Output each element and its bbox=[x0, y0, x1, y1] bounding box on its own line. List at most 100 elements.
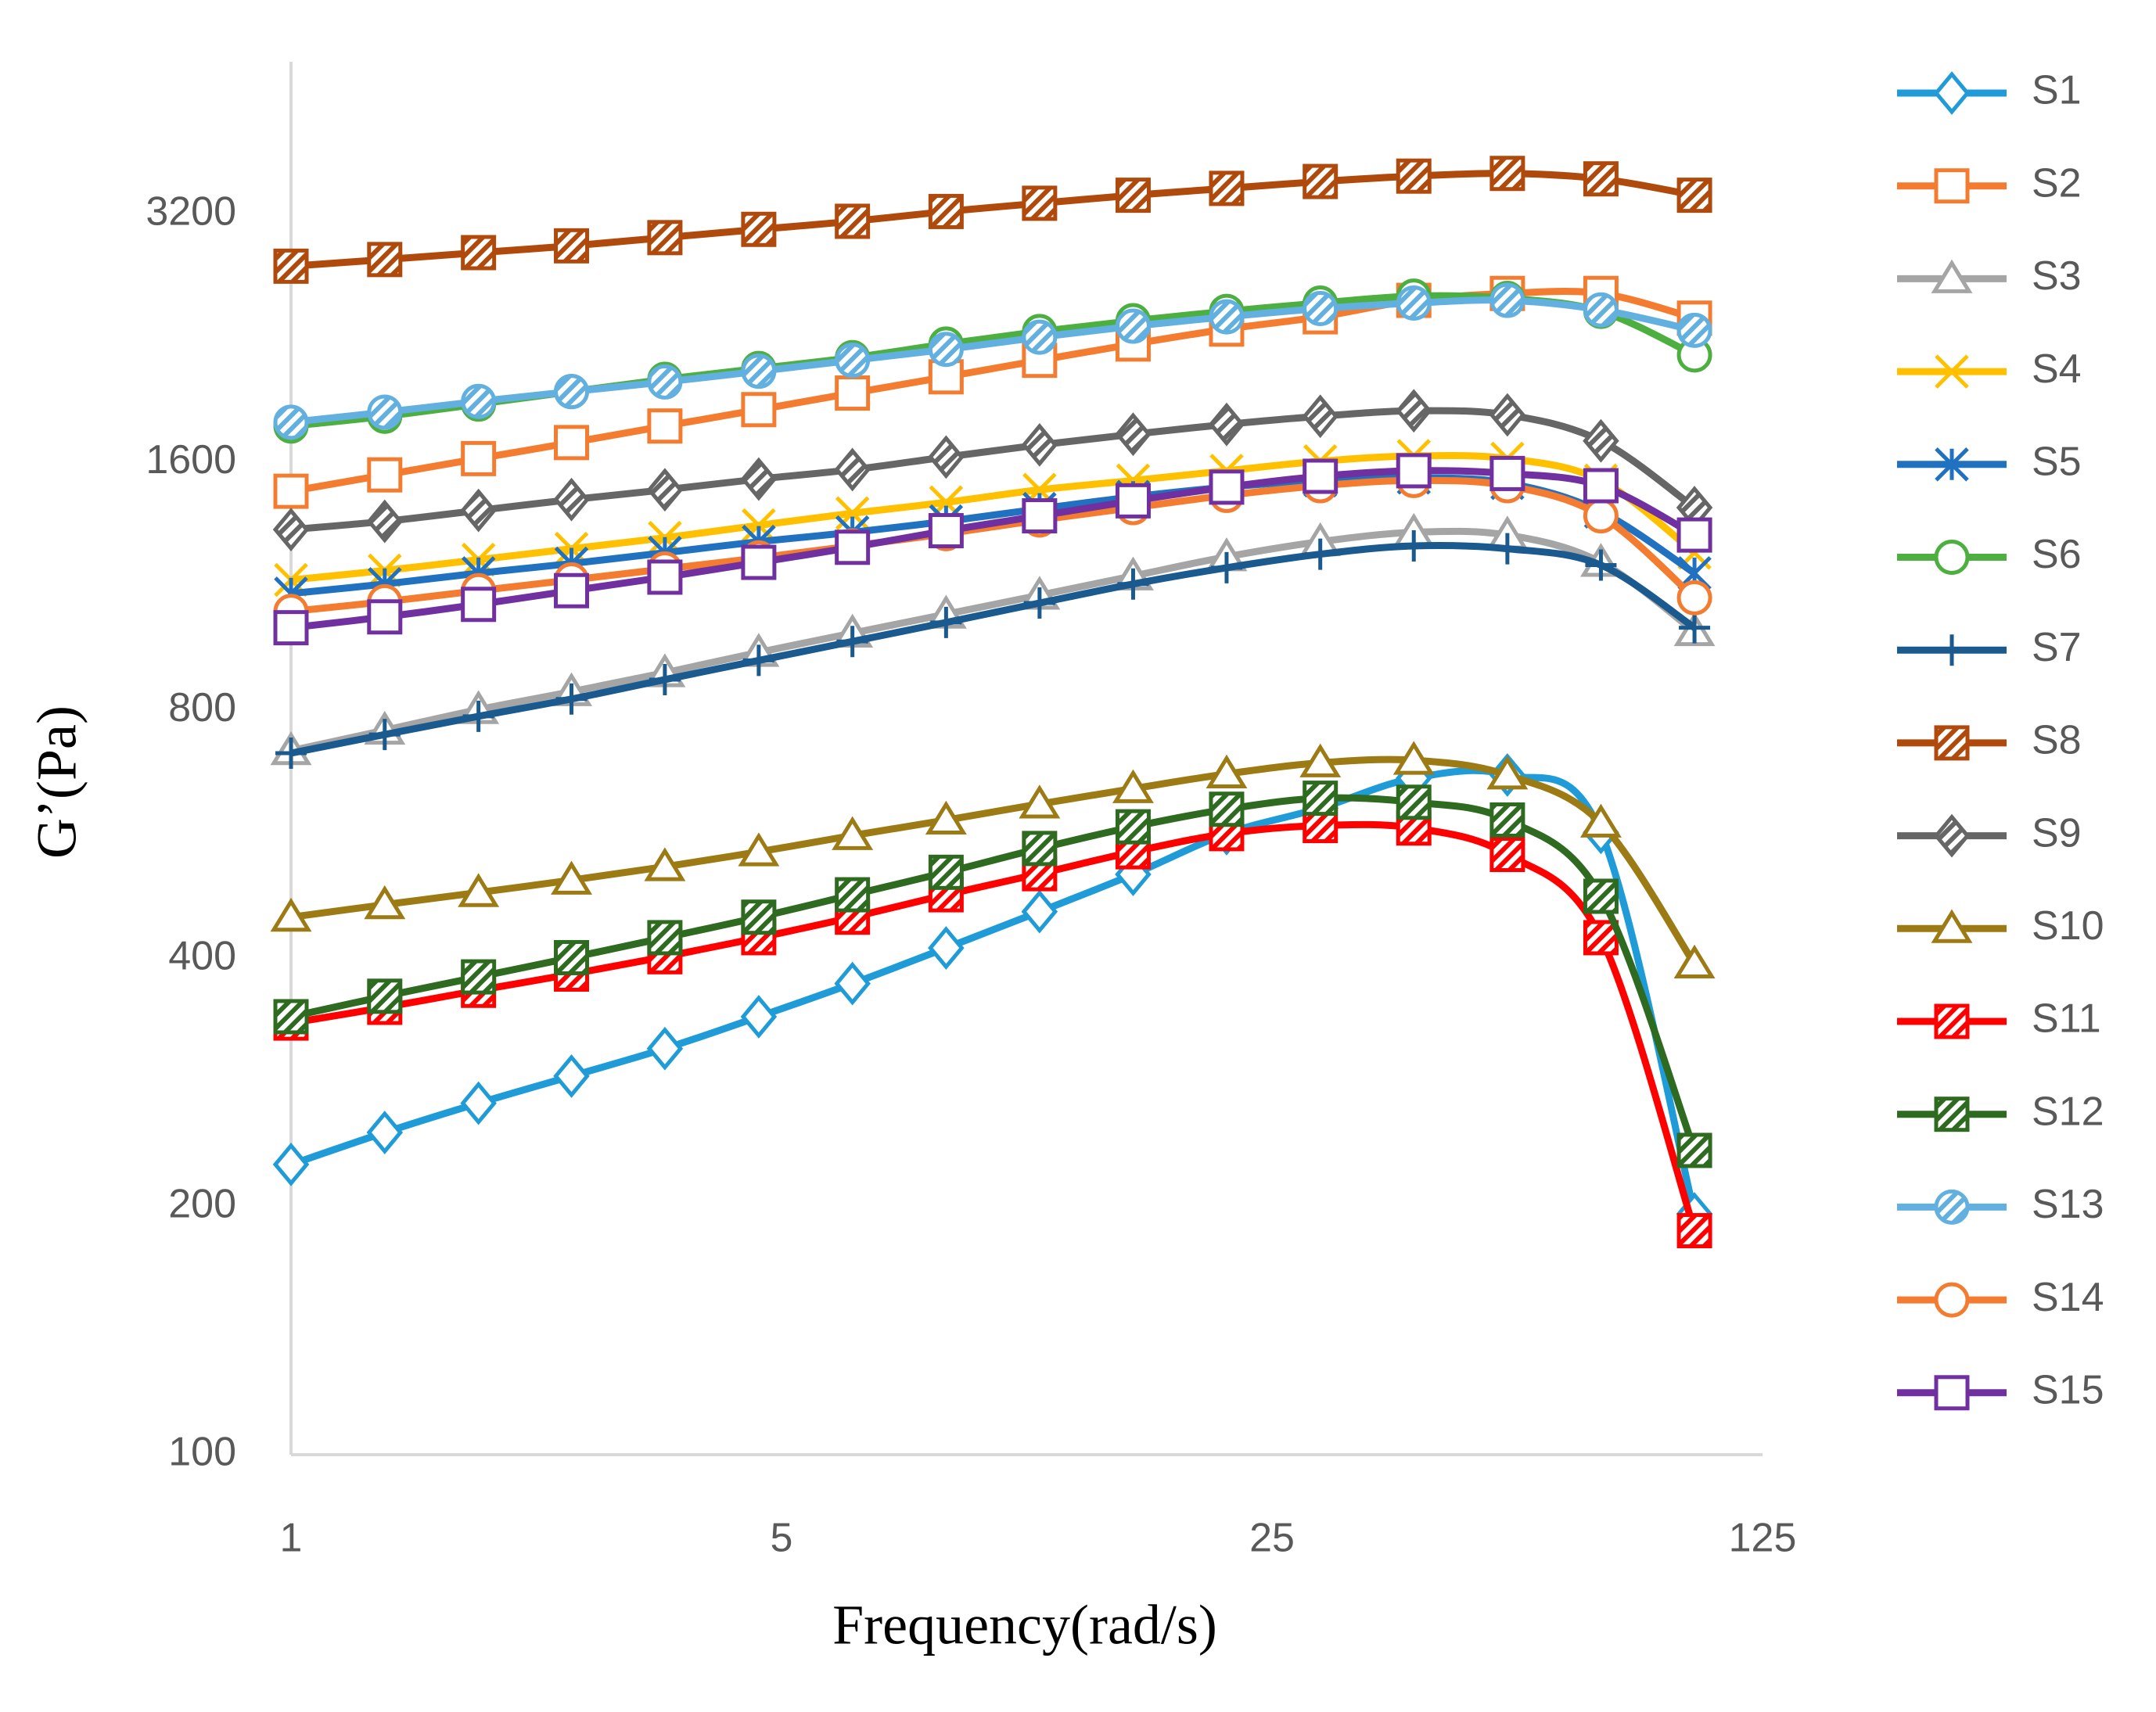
marker bbox=[367, 978, 403, 1014]
y-tick-label: 200 bbox=[168, 1182, 236, 1227]
x-tick-label: 1 bbox=[280, 1516, 303, 1561]
marker bbox=[1934, 1375, 1970, 1411]
marker bbox=[740, 995, 778, 1039]
marker bbox=[272, 1142, 310, 1186]
marker bbox=[270, 897, 312, 932]
y-tick-label: 100 bbox=[168, 1430, 236, 1475]
marker bbox=[1676, 312, 1712, 348]
legend-label: S3 bbox=[2032, 253, 2082, 299]
marker bbox=[1579, 803, 1622, 838]
marker bbox=[834, 961, 871, 1006]
marker bbox=[1022, 498, 1058, 534]
marker bbox=[1679, 612, 1711, 644]
marker bbox=[1676, 517, 1712, 553]
x-tick-label: 25 bbox=[1249, 1516, 1295, 1561]
marker bbox=[1303, 163, 1339, 199]
x-axis-title: Frequency(rad/s) bbox=[832, 1594, 1217, 1656]
marker bbox=[1936, 634, 1967, 666]
marker bbox=[1489, 455, 1525, 491]
marker bbox=[1934, 725, 1970, 761]
marker bbox=[1931, 259, 1973, 293]
marker bbox=[273, 473, 309, 509]
series-line bbox=[290, 296, 1696, 426]
marker bbox=[461, 440, 497, 476]
marker bbox=[1115, 178, 1151, 214]
marker bbox=[462, 700, 494, 732]
marker bbox=[367, 599, 403, 635]
marker bbox=[272, 508, 310, 552]
series-line bbox=[290, 820, 1698, 1232]
marker bbox=[836, 626, 868, 658]
series-line bbox=[290, 476, 1698, 616]
marker bbox=[275, 738, 307, 770]
marker bbox=[1396, 784, 1432, 820]
marker bbox=[1583, 292, 1619, 328]
marker bbox=[647, 364, 683, 400]
marker bbox=[1489, 282, 1525, 318]
x-tick-label: 5 bbox=[771, 1516, 793, 1561]
legend-label: S15 bbox=[2032, 1368, 2104, 1413]
marker bbox=[1673, 944, 1716, 979]
marker bbox=[554, 572, 590, 608]
marker bbox=[461, 587, 497, 623]
marker bbox=[1583, 498, 1619, 534]
legend-label: S5 bbox=[2032, 440, 2082, 485]
marker bbox=[551, 860, 592, 895]
marker bbox=[742, 644, 774, 677]
marker bbox=[273, 999, 309, 1035]
marker bbox=[366, 499, 404, 544]
marker bbox=[741, 211, 777, 247]
marker bbox=[835, 343, 871, 379]
legend-label: S6 bbox=[2032, 532, 2082, 577]
series-line bbox=[290, 451, 1697, 583]
marker bbox=[928, 332, 964, 368]
marker bbox=[928, 435, 965, 479]
marker bbox=[740, 457, 778, 501]
marker bbox=[1934, 168, 1970, 204]
marker bbox=[928, 854, 964, 890]
marker bbox=[647, 220, 683, 256]
marker bbox=[555, 683, 588, 715]
marker bbox=[1303, 291, 1339, 327]
marker bbox=[1303, 781, 1339, 817]
marker bbox=[1676, 580, 1712, 616]
y-axis-title: G’(Pa) bbox=[26, 705, 88, 859]
marker bbox=[554, 425, 590, 461]
marker bbox=[647, 559, 683, 595]
marker bbox=[741, 899, 777, 935]
marker bbox=[460, 1081, 497, 1125]
marker bbox=[1583, 920, 1619, 956]
marker bbox=[741, 544, 777, 580]
marker bbox=[1209, 791, 1245, 827]
legend-label: S1 bbox=[2032, 68, 2082, 113]
marker bbox=[1935, 447, 1969, 482]
marker bbox=[461, 235, 497, 271]
legend-label: S2 bbox=[2032, 160, 2082, 206]
marker bbox=[1209, 469, 1245, 505]
marker bbox=[366, 1111, 404, 1154]
marker bbox=[925, 800, 967, 835]
marker bbox=[1491, 533, 1523, 565]
marker bbox=[1396, 453, 1432, 489]
marker bbox=[1302, 394, 1339, 439]
marker bbox=[1115, 483, 1151, 519]
marker bbox=[1392, 741, 1435, 775]
marker bbox=[1934, 1282, 1970, 1318]
marker bbox=[1206, 754, 1248, 789]
legend-label: S8 bbox=[2032, 718, 2082, 763]
marker bbox=[1021, 889, 1058, 934]
marker bbox=[1299, 743, 1342, 777]
marker bbox=[461, 383, 497, 419]
marker bbox=[835, 529, 871, 565]
marker bbox=[1583, 161, 1619, 197]
legend-label: S13 bbox=[2032, 1182, 2104, 1227]
marker bbox=[1583, 878, 1619, 914]
legend-label: S12 bbox=[2032, 1089, 2104, 1134]
marker bbox=[1489, 156, 1525, 192]
marker bbox=[1019, 784, 1061, 819]
marker bbox=[554, 228, 590, 264]
marker bbox=[1304, 538, 1336, 570]
marker bbox=[368, 719, 401, 751]
